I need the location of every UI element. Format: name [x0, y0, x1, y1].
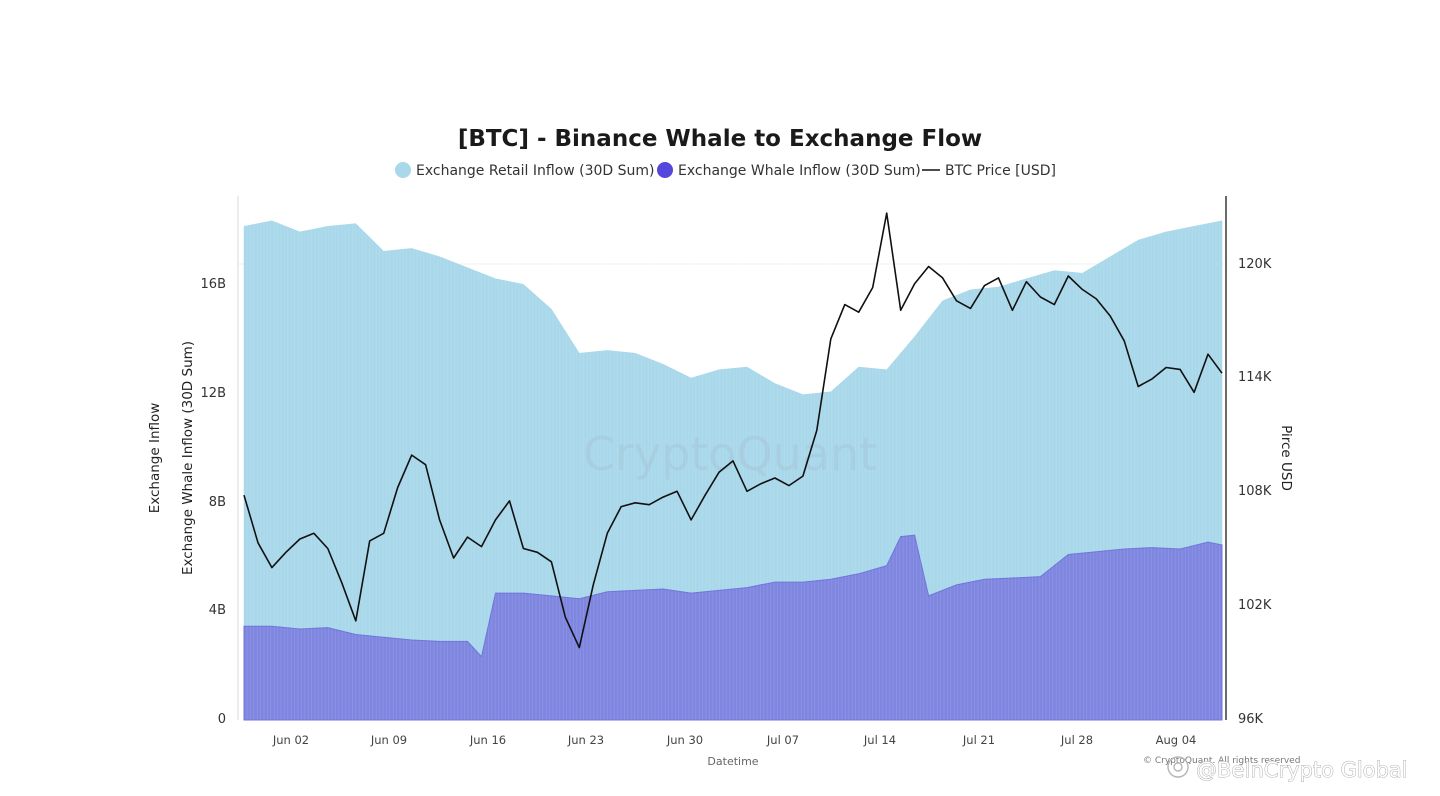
right-tick-label: 96K [1238, 712, 1264, 727]
legend-retail-label[interactable]: Exchange Retail Inflow (30D Sum) [416, 163, 655, 179]
copyright-notice: © CryptoQuant. All rights reserved [1143, 756, 1300, 766]
left-tick-label: 8B [209, 495, 226, 510]
credit-overlay: @BeInCrypto Global [1167, 756, 1408, 782]
x-tick-label: Jun 02 [272, 733, 309, 747]
x-tick-label: Jun 16 [469, 733, 506, 747]
legend-price-label[interactable]: BTC Price [USD] [945, 163, 1056, 179]
left-tick-label: 16B [201, 277, 226, 292]
right-axis-title: Pirce USD [1278, 425, 1294, 491]
x-axis-title: Datetime [707, 755, 758, 768]
right-tick-label: 120K [1238, 257, 1272, 272]
left-axis-title-2: Exchange Whale Inflow (30D Sum) [180, 341, 196, 575]
left-tick-label: 4B [209, 603, 226, 618]
left-axis-title-1: Exchange Inflow [147, 403, 163, 514]
x-tick-label: Jul 14 [863, 733, 896, 747]
chart-title: [BTC] - Binance Whale to Exchange Flow [458, 126, 982, 152]
x-tick-label: Jul 07 [766, 733, 799, 747]
right-axis-ticks: 96K 102K 108K 114K 120K [1238, 257, 1272, 727]
left-tick-label: 0 [218, 712, 226, 727]
right-tick-label: 108K [1238, 484, 1272, 499]
legend-whale-marker [657, 162, 673, 178]
watermark: CryptoQuant [583, 427, 877, 481]
right-tick-label: 114K [1238, 370, 1272, 385]
x-tick-label: Jun 09 [370, 733, 407, 747]
x-tick-label: Jul 21 [962, 733, 995, 747]
whale-inflow-area [243, 534, 1223, 721]
x-tick-label: Jun 30 [666, 733, 703, 747]
right-tick-label: 102K [1238, 598, 1272, 613]
social-logo-icon [1167, 756, 1189, 778]
legend-whale-label[interactable]: Exchange Whale Inflow (30D Sum) [678, 163, 921, 179]
x-axis-ticks: Jun 02 Jun 09 Jun 16 Jun 23 Jun 30 Jul 0… [272, 733, 1197, 747]
x-tick-label: Jun 23 [567, 733, 604, 747]
x-tick-label: Aug 04 [1156, 733, 1197, 747]
credit-text: @BeInCrypto Global [1196, 758, 1408, 782]
btc-price-line [243, 212, 1223, 649]
x-tick-label: Jul 28 [1060, 733, 1093, 747]
legend-retail-marker [395, 162, 411, 178]
plot-area: CryptoQuant [238, 196, 1226, 721]
left-tick-label: 12B [201, 386, 226, 401]
legend: Exchange Retail Inflow (30D Sum) Exchang… [395, 162, 1056, 179]
left-axis-ticks: 0 4B 8B 12B 16B [201, 277, 226, 727]
bar-stripes [246, 196, 1220, 720]
